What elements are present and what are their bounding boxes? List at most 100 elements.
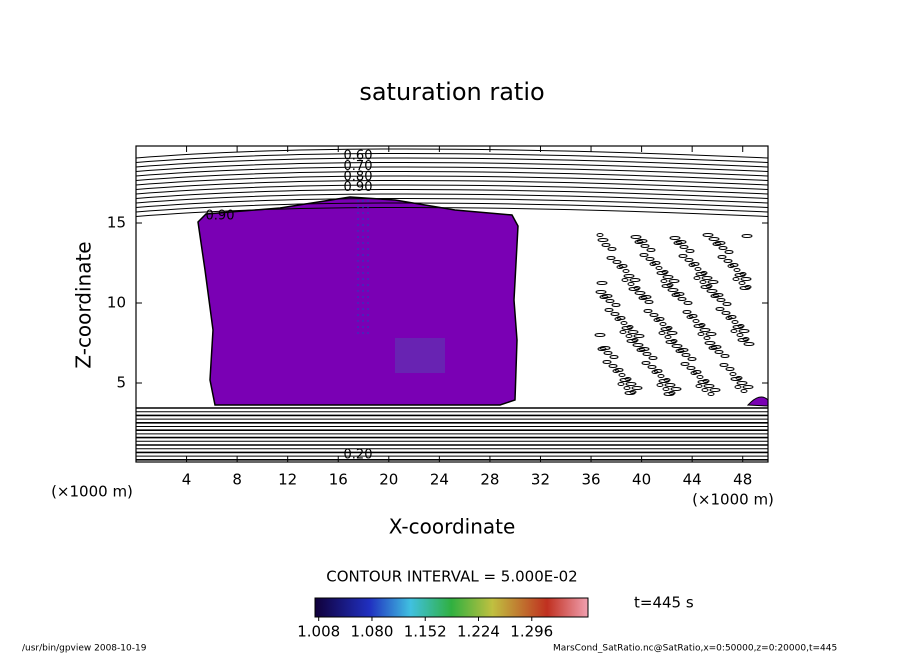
plot-frame (135, 145, 769, 463)
contour-line (700, 285, 712, 289)
y-axis-label: Z-coordinate (72, 241, 96, 368)
contour-line (136, 148, 768, 159)
colorbar-tick-label: 1.152 (404, 623, 447, 641)
contour-line (136, 202, 768, 213)
filled-region (746, 396, 768, 407)
contour-line (658, 379, 670, 383)
contour-line (614, 317, 622, 321)
contour-line (605, 299, 615, 303)
contour-line (136, 162, 768, 172)
contour-line (136, 207, 768, 217)
contour-line (649, 262, 657, 266)
contour-label: 0.70 (344, 159, 373, 174)
contour-line (733, 268, 741, 272)
contour-line (632, 343, 644, 347)
contour-line (649, 313, 659, 317)
contour-line (693, 324, 705, 328)
contour-line (716, 298, 726, 302)
contour-line (631, 386, 643, 390)
contour-line (681, 353, 691, 357)
contour-line (706, 289, 718, 293)
contour-line (651, 370, 659, 374)
contour-line (732, 277, 740, 281)
contour-line (742, 385, 754, 389)
x-tick-label: 32 (531, 471, 550, 489)
contour-line (629, 278, 641, 282)
contour-line (734, 385, 742, 389)
contour-line (660, 279, 668, 283)
contour-line (610, 312, 620, 316)
contour-line (717, 255, 727, 259)
contour-line (646, 248, 656, 252)
contour-line (722, 302, 732, 306)
footer: MarsCond_SatRatio.nc@SatRatio,x=0:50000,… (553, 644, 837, 654)
contour-line (677, 297, 687, 301)
x-tick-label: 16 (329, 471, 348, 489)
contour-line (647, 365, 657, 369)
contour-line (136, 175, 768, 186)
contour-line (665, 340, 677, 344)
contour-line (656, 271, 668, 275)
contour-line (636, 348, 646, 352)
contour-line (741, 234, 753, 238)
contour-line (136, 157, 768, 168)
contour-label: 0.90 (206, 209, 235, 224)
contour-line (603, 351, 613, 355)
colorbar-tick-label: 1.008 (297, 623, 340, 641)
contour-line (701, 388, 709, 392)
contour-line (730, 377, 742, 381)
contour-line (738, 329, 750, 333)
contour-line (743, 342, 755, 346)
contour-line (729, 372, 737, 376)
filled-region (395, 338, 445, 373)
contour-line (736, 381, 748, 385)
contour-line (678, 254, 688, 258)
contour-line (621, 278, 629, 282)
contour-line (703, 384, 715, 388)
contour-line (612, 260, 622, 264)
contour-line (609, 355, 619, 359)
contour-line (669, 236, 681, 240)
contour-line (136, 153, 768, 163)
contour-line (597, 238, 609, 242)
contour-line (633, 334, 645, 338)
contour-line (738, 281, 746, 285)
contour-line (625, 382, 637, 386)
contour-line (611, 303, 621, 307)
plot-area (136, 148, 768, 461)
contour-line (666, 331, 678, 335)
contour-line (664, 383, 676, 387)
contour-line (659, 322, 667, 326)
contour-line (704, 341, 716, 345)
contour-line (645, 257, 655, 261)
colorbar (314, 597, 589, 618)
contour-line (675, 349, 685, 353)
contour-line (594, 333, 606, 337)
contour-line (695, 384, 703, 388)
contour-line (696, 375, 704, 379)
contour-line (683, 301, 693, 305)
contour-line (627, 330, 639, 334)
contour-line (671, 344, 683, 348)
contour-line (136, 193, 768, 204)
x-tick-label: 28 (480, 471, 499, 489)
contour-line (667, 288, 679, 292)
contour-line (680, 362, 690, 366)
contour-line (628, 287, 640, 291)
filled-region (197, 196, 519, 406)
x-axis-label: X-coordinate (389, 515, 516, 539)
contour-line (671, 293, 681, 297)
contour-line (719, 363, 729, 367)
contour-line (619, 330, 627, 334)
x-tick-label: 4 (182, 471, 192, 489)
contour-line (625, 334, 633, 338)
contour-line (601, 243, 611, 247)
contour-line (684, 258, 694, 262)
contour-line (686, 315, 694, 319)
colorbar-tick-label: 1.224 (457, 623, 500, 641)
contour-label: 0.20 (344, 448, 373, 463)
contour-line (699, 328, 711, 332)
contour-label: 0.60 (344, 149, 373, 164)
contour-line (740, 389, 748, 393)
y-tick-label: 15 (107, 214, 126, 232)
